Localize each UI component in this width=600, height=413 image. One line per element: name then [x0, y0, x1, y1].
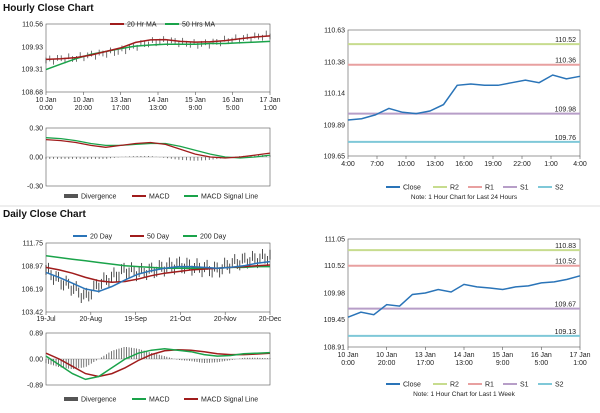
- hourly-24h-legend-s2-label: S2: [555, 185, 564, 192]
- hourly-24h-level-label-r2: 110.52: [555, 37, 576, 44]
- hourly-24h-xtick-5: 19:00: [484, 161, 502, 168]
- hourly-24h-xtick-1: 7:00: [370, 161, 384, 168]
- daily-price-xtick-1: 20-Aug: [80, 316, 103, 323]
- daily-week-close-line: [347, 275, 581, 318]
- daily-week-legend-s1-label: S1: [520, 382, 529, 389]
- hourly-macd-ytick-2: -0.30: [27, 184, 43, 191]
- daily-week-legend-r1-label: R1: [485, 382, 494, 389]
- daily-section-title: Daily Close Chart: [3, 209, 86, 220]
- hourly-24h-ytick-3: 109.89: [324, 123, 346, 130]
- hourly-price-xtick-5: 16 Jan 5:00: [222, 97, 243, 112]
- hourly-legend-50hr-ma-label: 50 Hrs MA: [182, 22, 215, 29]
- daily-price-plot-frame: [45, 242, 271, 313]
- daily-price-xtick-5: 20-Dec: [259, 316, 282, 323]
- daily-macd-ytick-2: -0.89: [27, 383, 43, 390]
- hourly-macd-ytick-1: 0.00: [29, 155, 43, 162]
- daily-legend-macd-label: MACD: [149, 397, 170, 404]
- daily-week-legend-close-label: Close: [403, 382, 421, 389]
- daily-price-ytick-0: 111.75: [23, 241, 43, 248]
- daily-macd-line: [45, 348, 271, 381]
- daily-legend-200-day-label: 200 Day: [200, 234, 227, 241]
- hourly-24h-ytick-4: 109.65: [324, 154, 346, 161]
- daily-week-ytick-3: 109.45: [324, 317, 346, 324]
- daily-week-xtick-0: 10 Jan 0:00: [337, 352, 358, 367]
- hourly-24h-xtick-4: 16:00: [455, 161, 473, 168]
- hourly-24h-legend-close-label: Close: [403, 185, 421, 192]
- daily-week-level-label-s1: 109.67: [555, 302, 577, 309]
- daily-legend-50-day-label: 50 Day: [147, 234, 170, 241]
- hourly-24h-close-line: [347, 74, 581, 121]
- hourly-price-ytick-3: 108.68: [22, 90, 44, 97]
- hourly-price-xtick-2: 13 Jan 17:00: [110, 97, 131, 112]
- hourly-24h-xtick-7: 1:00: [544, 161, 558, 168]
- daily-week-level-label-r2: 110.83: [555, 243, 576, 250]
- daily-legend-divergence-label: Divergence: [81, 397, 117, 404]
- hourly-price-ytick-1: 109.93: [22, 44, 44, 51]
- hourly-24h-note: Note: 1 Hour Chart for Last 24 Hours: [411, 194, 518, 201]
- hourly-24h-ytick-1: 110.38: [324, 60, 345, 67]
- daily-macd-ytick-0: 0.89: [29, 331, 43, 338]
- daily-week-note: Note: 1 Hour Chart for Last 1 Week: [413, 391, 516, 398]
- daily-price-ytick-2: 106.19: [22, 287, 44, 294]
- hourly-price-xtick-1: 10 Jan 20:00: [73, 97, 94, 112]
- hourly-24h-xtick-8: 4:00: [573, 161, 587, 168]
- hourly-24h-xtick-2: 10:00: [397, 161, 415, 168]
- daily-legend-20-day-label: 20 Day: [90, 234, 113, 241]
- hourly-24h-xtick-3: 13:00: [426, 161, 444, 168]
- hourly-50hr-ma-line: [45, 40, 271, 71]
- hourly-legend-macd-label: MACD: [149, 194, 170, 201]
- daily-price-xtick-4: 20-Nov: [214, 316, 237, 323]
- hourly-price-xtick-6: 17 Jan 1:00: [259, 97, 280, 112]
- daily-price-xtick-2: 19-Sep: [124, 316, 147, 323]
- hourly-legend-divergence-label: Divergence: [81, 194, 117, 201]
- hourly-20hr-ma-line: [45, 35, 271, 61]
- daily-week-level-label-r1: 110.52: [555, 259, 576, 266]
- daily-week-legend-s2-label: S2: [555, 382, 564, 389]
- hourly-macd-line: [45, 138, 271, 159]
- hourly-price-xtick-3: 14 Jan 13:00: [147, 97, 168, 112]
- daily-legend-macd-signal-label: MACD Signal Line: [201, 397, 258, 404]
- hourly-24h-xtick-6: 22:00: [513, 161, 531, 168]
- daily-price-xtick-0: 19-Jul: [36, 316, 56, 323]
- hourly-macd-ytick-0: 0.30: [29, 126, 43, 133]
- daily-20-day-line: [45, 260, 271, 293]
- hourly-section-title: Hourly Close Chart: [3, 3, 94, 14]
- daily-week-xtick-5: 16 Jan 5:00: [531, 352, 552, 367]
- daily-week-ytick-1: 110.52: [324, 263, 345, 270]
- daily-week-xtick-2: 13 Jan 17:00: [415, 352, 436, 367]
- daily-macd-signal-line: [45, 348, 271, 378]
- hourly-price-ytick-2: 109.31: [22, 67, 44, 74]
- daily-week-xtick-6: 17 Jan 1:00: [569, 352, 590, 367]
- daily-week-legend-r2-label: R2: [450, 382, 459, 389]
- hourly-24h-legend-r2-label: R2: [450, 185, 459, 192]
- hourly-24h-legend-s1-label: S1: [520, 185, 529, 192]
- hourly-price-xtick-0: 10 Jan 0:00: [35, 97, 56, 112]
- hourly-24h-level-label-r1: 110.36: [555, 58, 576, 65]
- daily-week-xtick-3: 14 Jan 13:00: [453, 352, 474, 367]
- daily-week-plot-frame: [347, 238, 581, 348]
- daily-macd-ytick-1: 0.00: [29, 357, 43, 364]
- daily-price-ytick-1: 108.97: [22, 264, 44, 271]
- hourly-24h-level-label-s2: 109.76: [555, 135, 577, 142]
- hourly-price-xtick-4: 15 Jan 9:00: [185, 97, 206, 112]
- daily-week-ytick-0: 111.05: [325, 237, 345, 244]
- hourly-24h-legend-r1-label: R1: [485, 185, 494, 192]
- hourly-24h-xtick-0: 4:00: [341, 161, 355, 168]
- hourly-legend-20hr-ma-label: 20 Hr MA: [127, 22, 157, 29]
- hourly-legend-macd-signal-label: MACD Signal Line: [201, 194, 258, 201]
- hourly-24h-ytick-2: 110.14: [324, 91, 345, 98]
- daily-week-ytick-4: 108.91: [324, 345, 346, 352]
- daily-week-xtick-4: 15 Jan 9:00: [492, 352, 513, 367]
- hourly-macd-signal-line: [45, 137, 271, 159]
- daily-week-xtick-1: 10 Jan 20:00: [376, 352, 397, 367]
- hourly-24h-plot-frame: [347, 29, 581, 157]
- hourly-price-ytick-0: 110.56: [22, 22, 43, 29]
- daily-week-ytick-2: 109.98: [324, 291, 346, 298]
- hourly-24h-level-label-s1: 109.98: [555, 107, 577, 114]
- hourly-24h-ytick-0: 110.63: [324, 28, 345, 35]
- daily-week-level-label-s2: 109.13: [555, 329, 577, 336]
- daily-price-ytick-3: 103.42: [22, 310, 44, 317]
- daily-price-xtick-3: 21-Oct: [170, 316, 191, 323]
